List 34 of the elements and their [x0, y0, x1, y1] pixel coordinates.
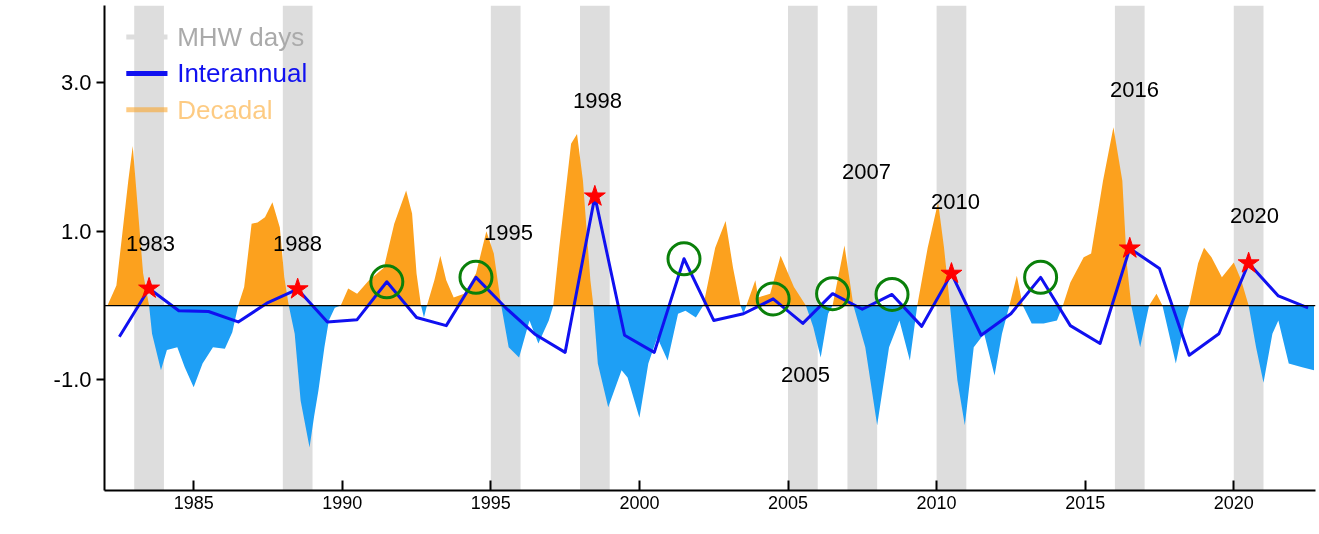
y-tick-label: -1.0 — [53, 367, 92, 393]
point — [583, 184, 606, 206]
annotation: 2020 — [1230, 203, 1279, 228]
point — [755, 281, 791, 317]
x-tick-label: 1995 — [470, 492, 511, 513]
y-tick-label: 1.0 — [60, 218, 92, 244]
point — [1023, 259, 1059, 295]
x-tick-label: 2015 — [1065, 492, 1106, 513]
x-tick-label: 1990 — [322, 492, 363, 513]
point — [369, 264, 405, 300]
x-tick-label: 2010 — [916, 492, 957, 513]
annotation: 2005 — [781, 362, 830, 387]
x-tick-label: 1985 — [173, 492, 214, 513]
point — [1237, 251, 1260, 273]
point — [874, 276, 910, 312]
x-tick-label: 2020 — [1213, 492, 1254, 513]
annotation: 2007 — [842, 159, 891, 184]
legend-label: Interannual — [177, 58, 308, 89]
annotation: 1995 — [484, 220, 533, 245]
point — [815, 276, 851, 312]
legend-label: Decadal — [177, 94, 273, 125]
x-tick-label: 2000 — [619, 492, 660, 513]
point — [286, 277, 309, 299]
point — [138, 276, 161, 298]
point — [1118, 236, 1141, 258]
y-tick-label: 3.0 — [60, 70, 92, 96]
annotation: 2010 — [931, 189, 980, 214]
x-tick-label: 2005 — [767, 492, 809, 513]
point — [666, 241, 702, 277]
point — [940, 262, 963, 284]
band-label: MHW days — [177, 22, 305, 53]
annotation: 2016 — [1110, 77, 1159, 102]
annotation: 1998 — [573, 88, 622, 113]
point — [458, 259, 494, 295]
